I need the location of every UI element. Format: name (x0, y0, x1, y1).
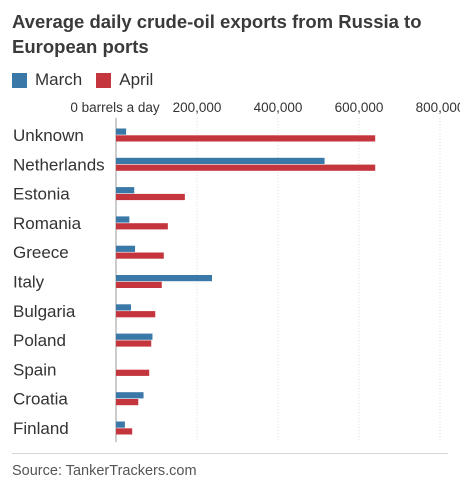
x-tick-label: 400,000 (254, 100, 303, 115)
legend: March April (12, 70, 167, 90)
bar-april (116, 281, 162, 288)
bar-march (116, 392, 144, 399)
legend-label-april: April (119, 70, 154, 89)
bar-march (116, 333, 153, 340)
legend-item-march: March (12, 70, 82, 90)
category-label: Finland (13, 419, 69, 438)
x-tick-label: 800,000 (416, 100, 460, 115)
bar-march (116, 421, 125, 428)
category-label: Unknown (13, 126, 84, 145)
category-label: Poland (13, 331, 66, 350)
category-label: Estonia (13, 185, 70, 204)
category-label: Greece (13, 243, 69, 262)
bar-march (116, 157, 325, 164)
bar-march (116, 187, 135, 194)
category-label: Netherlands (13, 155, 105, 174)
bar-march (116, 245, 136, 252)
legend-item-april: April (96, 70, 153, 90)
bar-april (116, 369, 150, 376)
x-tick-label: 200,000 (173, 100, 222, 115)
x-tick-label: 600,000 (335, 100, 384, 115)
chart-title: Average daily crude-oil exports from Rus… (12, 11, 422, 57)
category-label: Croatia (13, 390, 68, 409)
bar-april (116, 193, 185, 201)
category-label: Romania (13, 214, 82, 233)
bar-april (116, 135, 376, 142)
bar-april (116, 311, 156, 318)
bar-april (116, 164, 376, 171)
legend-swatch-march (12, 72, 27, 88)
bar-april (116, 428, 133, 435)
bar-april (116, 399, 139, 406)
legend-swatch-april (96, 72, 112, 88)
footer-divider (12, 453, 448, 454)
bar-march (116, 275, 212, 282)
bar-april (116, 252, 164, 259)
source-note: Source: TankerTrackers.com (12, 463, 197, 479)
bar-march (116, 304, 131, 311)
bar-march (116, 216, 130, 223)
x-tick-label: 0 barrels a day (70, 100, 160, 115)
bar-april (116, 340, 152, 347)
category-label: Bulgaria (13, 302, 76, 321)
legend-label-march: March (35, 70, 83, 89)
bar-april (116, 223, 168, 230)
bar-march (116, 128, 127, 135)
category-label: Italy (13, 273, 45, 292)
category-label: Spain (13, 360, 56, 379)
